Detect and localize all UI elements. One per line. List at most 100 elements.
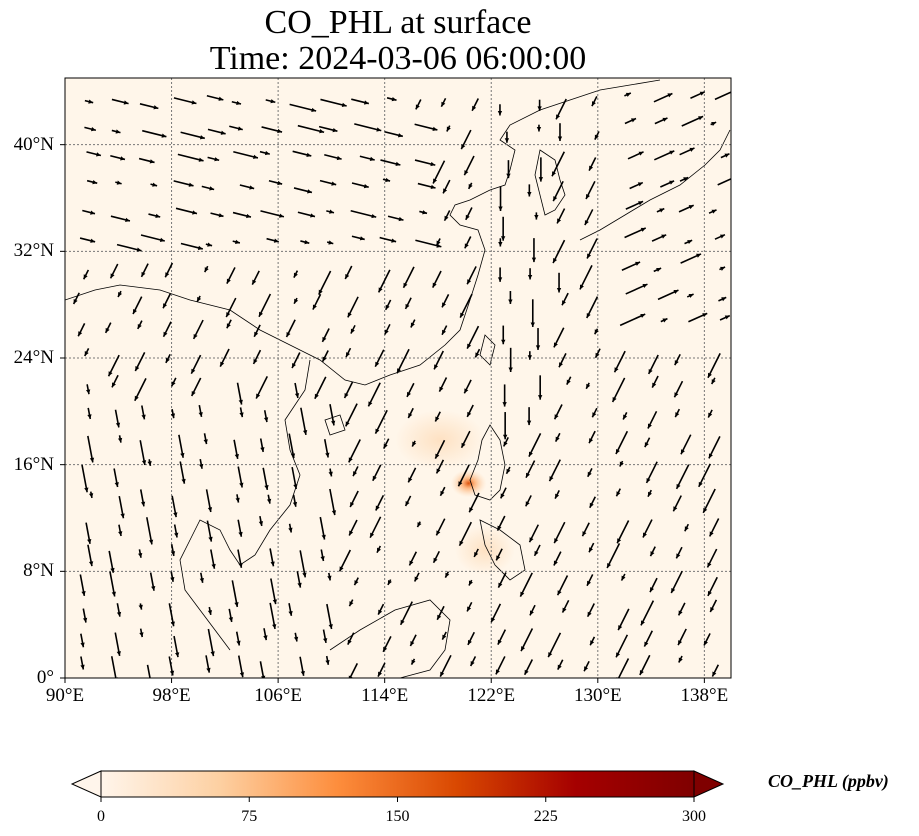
wind-arrow (606, 542, 621, 569)
wind-arrow (653, 92, 673, 103)
wind-arrow (538, 157, 544, 182)
wind-arrow (84, 99, 94, 104)
wind-arrow (686, 293, 694, 298)
wind-arrow (321, 328, 330, 343)
wind-arrow (237, 655, 245, 678)
wind-arrow (594, 328, 599, 335)
wind-arrow (108, 550, 115, 573)
wind-arrow (288, 433, 296, 459)
wind-arrow (404, 495, 412, 507)
wind-arrow (86, 179, 98, 185)
wind-arrow (299, 656, 305, 676)
wind-arrow (508, 347, 513, 372)
wind-arrow (171, 495, 178, 518)
wind-arrow (239, 407, 244, 418)
colorbar-max-extend (693, 770, 725, 798)
wind-arrow (88, 491, 94, 499)
wind-arrow (297, 211, 316, 218)
wind-arrow (293, 297, 299, 305)
wind-arrow (504, 131, 510, 143)
map-background (65, 78, 731, 678)
wind-arrow (442, 179, 451, 194)
wind-arrow (619, 460, 624, 467)
wind-arrow (384, 130, 404, 138)
wind-arrow (379, 236, 397, 243)
wind-arrow (502, 384, 507, 407)
wind-arrow (625, 200, 644, 210)
wind-arrow (259, 150, 270, 156)
wind-arrow (116, 243, 142, 252)
wind-arrow (556, 208, 566, 224)
lat-tick-label: 40°N (13, 133, 54, 155)
wind-arrow (210, 212, 224, 218)
wind-arrow (708, 209, 717, 214)
wind-arrow (438, 377, 448, 393)
wind-arrow (558, 353, 567, 368)
wind-arrow (77, 323, 86, 337)
wind-arrow (322, 629, 328, 644)
wind-arrow (233, 150, 259, 159)
wind-arrow (554, 490, 560, 499)
wind-arrow (557, 659, 564, 670)
coastline-asia (65, 79, 661, 386)
wind-arrow (446, 125, 451, 132)
wind-arrow (325, 655, 330, 665)
wind-arrow (84, 126, 97, 132)
wind-arrow (134, 378, 147, 402)
wind-arrow (347, 632, 355, 645)
wind-arrow (553, 521, 566, 544)
wind-arrow (134, 351, 146, 372)
wind-arrow (529, 604, 536, 616)
wind-arrow (111, 374, 119, 388)
wind-arrow (351, 98, 370, 105)
wind-arrow (719, 314, 731, 321)
wind-arrow (490, 603, 502, 623)
wind-arrow (621, 261, 641, 271)
wind-arrow (624, 92, 632, 97)
wind-arrow (326, 209, 335, 214)
wind-arrow (118, 495, 125, 519)
wind-arrow (497, 104, 503, 116)
wind-arrow (376, 545, 382, 554)
wind-arrow (165, 353, 171, 364)
lon-tick-label: 122°E (467, 685, 516, 706)
wind-arrow (499, 487, 507, 499)
wind-arrow (132, 296, 143, 315)
wind-arrow (206, 520, 213, 542)
wind-arrow (555, 98, 567, 120)
wind-arrow (534, 212, 539, 220)
wind-arrow (674, 353, 681, 366)
wind-arrow (348, 439, 361, 463)
wind-arrow (710, 121, 717, 127)
wind-arrow (109, 263, 119, 279)
wind-arrow (500, 216, 506, 241)
wind-arrow (620, 573, 626, 581)
wind-arrow (707, 576, 718, 597)
wind-arrow (404, 297, 412, 310)
wind-arrow (464, 236, 472, 249)
wind-arrow (375, 494, 385, 511)
wind-arrow (137, 320, 143, 330)
wind-arrow (258, 515, 264, 527)
wind-arrow (206, 94, 224, 101)
wind-arrow (146, 517, 154, 545)
wind-arrow (684, 239, 693, 245)
wind-arrow (436, 605, 445, 621)
wind-arrow (328, 468, 333, 477)
wind-arrow (253, 324, 261, 338)
wind-arrow (466, 601, 473, 612)
wind-arrow (709, 599, 718, 613)
wind-arrow (117, 435, 123, 443)
wind-arrow (173, 635, 180, 658)
wind-arrow (406, 382, 415, 398)
lon-tick-label: 106°E (254, 685, 302, 706)
wind-arrow (81, 464, 89, 493)
wind-arrow (588, 157, 597, 171)
wind-arrow (117, 290, 123, 298)
wind-arrow (82, 269, 90, 280)
wind-arrow (581, 522, 590, 537)
wind-arrow (382, 635, 392, 653)
wind-arrow (288, 603, 293, 616)
wind-arrow (259, 661, 266, 678)
